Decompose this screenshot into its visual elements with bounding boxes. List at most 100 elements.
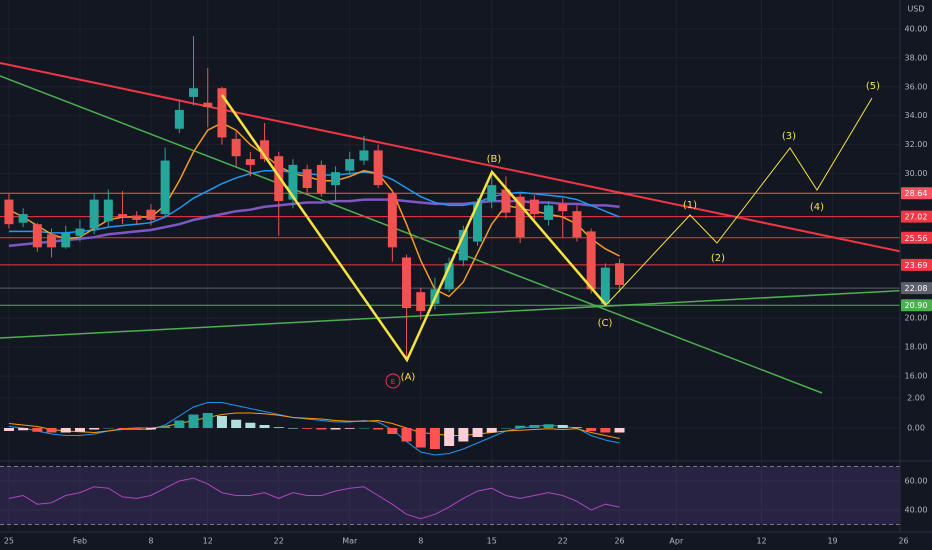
y-tick-label: 0.00	[907, 424, 925, 433]
candle-body	[174, 109, 184, 129]
histogram-bar	[117, 428, 128, 429]
histogram-bar	[174, 420, 185, 429]
price-level-tag	[901, 231, 932, 244]
histogram-bar	[472, 428, 483, 438]
x-tick-label: 12	[756, 537, 766, 546]
candle-body	[586, 231, 596, 290]
histogram-bar	[259, 425, 270, 429]
candle-body	[558, 203, 568, 212]
histogram-bar	[231, 419, 242, 429]
histogram-bar	[188, 414, 199, 429]
candle-body	[345, 159, 355, 171]
histogram-bar	[3, 428, 14, 432]
histogram-bar	[571, 427, 582, 429]
candle-body	[572, 211, 582, 238]
x-tick-label: 25	[4, 537, 14, 546]
y-tick-label: 30.00	[905, 169, 928, 178]
candle-body	[544, 205, 554, 220]
candle-body	[260, 140, 270, 160]
histogram-bar	[202, 413, 213, 429]
histogram-bar	[32, 428, 43, 432]
wave-label: (A)	[401, 372, 416, 383]
histogram-bar	[330, 428, 341, 430]
candle-body	[146, 209, 156, 220]
histogram-bar	[515, 425, 526, 429]
trend-line-resistance	[0, 62, 932, 259]
histogram-bar	[46, 428, 57, 433]
x-tick-label: Feb	[73, 537, 87, 546]
candle-body	[245, 159, 255, 165]
candle-body	[615, 263, 625, 285]
candle-body	[529, 199, 539, 215]
y-tick-label: 2.00	[907, 394, 925, 403]
candle-body	[600, 267, 610, 304]
indicator-line	[8, 477, 620, 520]
candle-body	[515, 196, 525, 238]
indicator-line	[8, 412, 620, 439]
price-level-label: 23.69	[905, 261, 928, 270]
candle-body	[231, 138, 241, 157]
earnings-label[interactable]: E	[391, 378, 395, 386]
wave-label: (4)	[810, 202, 824, 213]
bands	[0, 465, 900, 525]
price-level-tag	[901, 210, 932, 223]
trend-line-support	[0, 288, 932, 339]
price-level-label: 22.08	[905, 284, 928, 293]
candle-body	[416, 292, 426, 311]
wave-label: (1)	[683, 200, 697, 211]
histogram-bar	[160, 426, 171, 429]
candles	[3, 36, 625, 450]
price-level-tag	[901, 282, 932, 295]
histogram-bar	[273, 427, 284, 429]
earnings-icon[interactable]	[385, 373, 401, 389]
histogram-bar	[600, 428, 611, 433]
histogram-bar	[131, 428, 142, 430]
x-tick-label: 22	[274, 537, 284, 546]
histogram-bar	[415, 428, 426, 448]
candle-body	[402, 257, 412, 309]
x-tick-label: 26	[614, 537, 624, 546]
price-level-label: 27.02	[905, 213, 928, 222]
x-tick-label: 12	[203, 537, 213, 546]
wave-label: (5)	[866, 81, 880, 92]
y-tick-label: 36.00	[905, 82, 928, 91]
candle-body	[387, 193, 397, 248]
indicator-line	[8, 169, 620, 234]
candle-body	[487, 185, 497, 202]
histogram-bar	[529, 425, 540, 429]
histogram-bar	[216, 416, 227, 429]
candle-body	[217, 88, 227, 138]
candle-body	[103, 199, 113, 222]
candle-body	[302, 169, 312, 189]
wave-abc	[220, 94, 607, 363]
candle-body	[189, 88, 199, 97]
y-tick-label: 20.00	[905, 314, 928, 323]
price-level-label: 25.56	[905, 234, 928, 243]
candle-body	[61, 232, 71, 248]
candle-body	[4, 199, 14, 225]
candle-body	[288, 164, 298, 200]
histogram-bar	[444, 428, 455, 447]
x-tick-label: 8	[148, 537, 153, 546]
axis-labels: 25 Feb 8 12 22 Mar 8 15 22 26 Apr 12 19 26 40.00 38.00 3…	[4, 24, 932, 546]
histogram-bar	[586, 428, 597, 432]
histogram-bar	[373, 428, 384, 430]
candle-body	[274, 156, 284, 202]
price-level-label: 28.64	[905, 189, 928, 198]
histogram-bar	[316, 428, 327, 430]
candle-body	[75, 228, 85, 236]
histogram-bar	[145, 428, 156, 430]
price-level-label: 20.90	[905, 301, 928, 310]
candle-body	[444, 263, 454, 290]
x-tick-label: 22	[558, 537, 568, 546]
candle-body	[160, 160, 170, 215]
histogram-bar	[458, 428, 469, 442]
candle-body	[89, 199, 99, 229]
x-tick-label: Apr	[669, 537, 684, 546]
y-tick-label: 40.00	[905, 505, 928, 514]
y-tick-label: 34.00	[905, 111, 928, 120]
price-level-tag	[901, 299, 932, 312]
histogram-bar	[344, 428, 355, 429]
wave-label: (3)	[782, 131, 796, 142]
histogram-bar	[74, 428, 85, 432]
